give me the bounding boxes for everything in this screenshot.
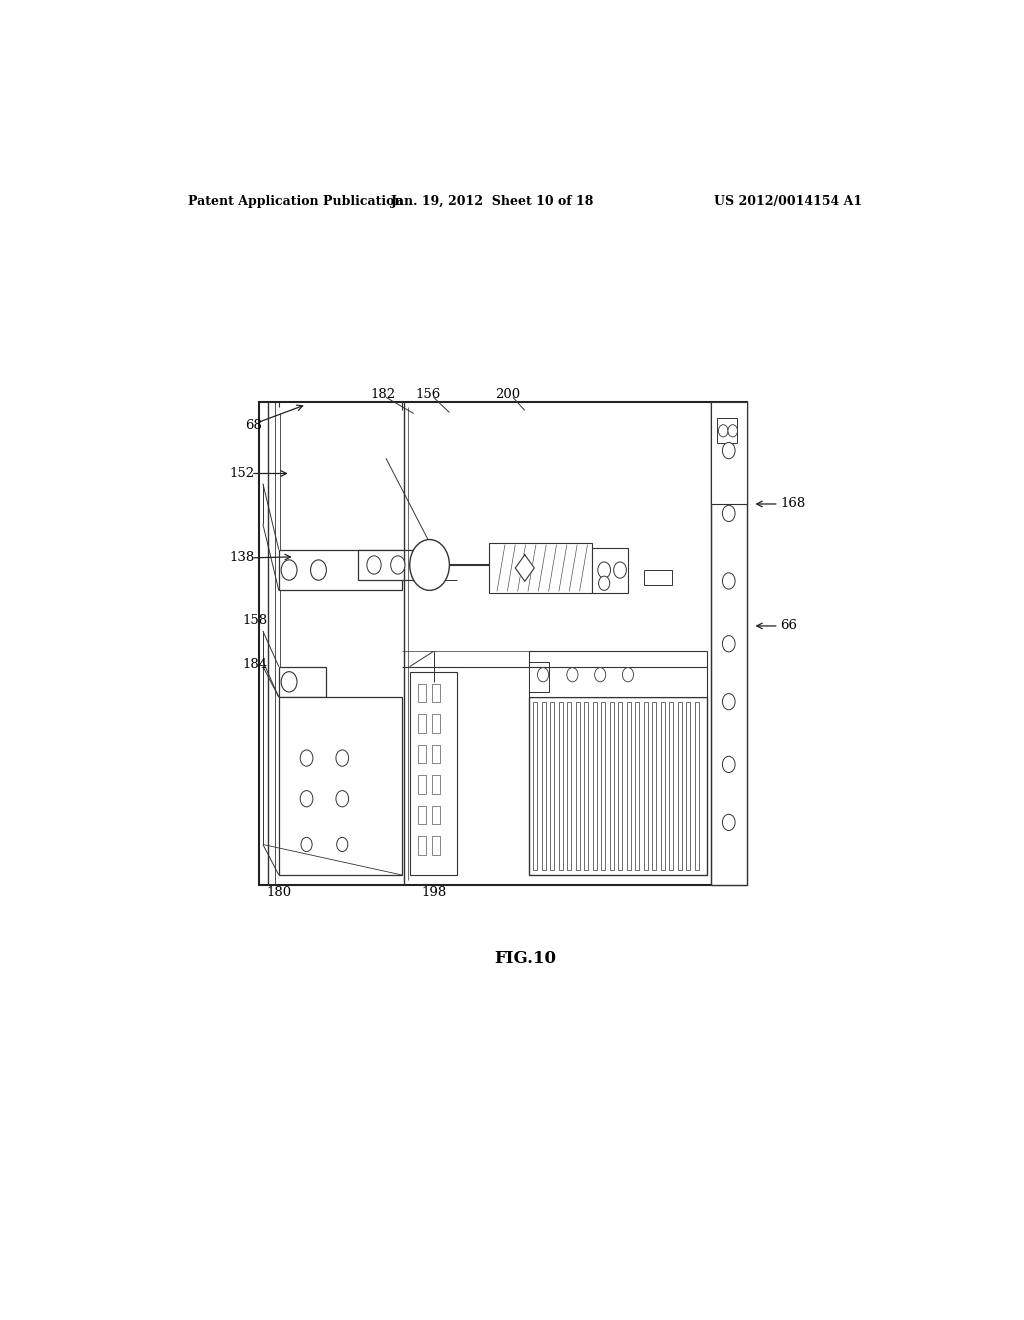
Bar (418, 775, 426, 793)
Circle shape (300, 750, 313, 766)
Bar (259, 403, 748, 886)
Circle shape (337, 837, 348, 851)
Text: 198: 198 (422, 886, 446, 899)
Bar (652, 702, 656, 870)
Circle shape (301, 837, 312, 851)
Bar (528, 651, 708, 697)
Text: 182: 182 (370, 388, 395, 401)
Bar (279, 549, 401, 590)
Circle shape (722, 756, 735, 772)
Circle shape (300, 791, 313, 807)
Bar (592, 548, 628, 594)
Circle shape (613, 562, 627, 578)
Bar (418, 805, 426, 824)
Bar (584, 702, 588, 870)
Circle shape (722, 573, 735, 589)
Circle shape (722, 506, 735, 521)
Bar (686, 702, 690, 870)
Circle shape (282, 672, 297, 692)
Bar (358, 549, 430, 581)
Bar (627, 702, 631, 870)
Bar (528, 661, 549, 692)
Text: 152: 152 (229, 467, 255, 480)
Bar (593, 702, 597, 870)
Bar (432, 684, 440, 702)
Circle shape (595, 668, 606, 682)
Circle shape (538, 668, 549, 682)
Bar (601, 702, 605, 870)
Bar (644, 570, 672, 585)
Circle shape (722, 693, 735, 710)
Bar (432, 744, 440, 763)
Bar (660, 702, 665, 870)
Circle shape (623, 668, 634, 682)
Circle shape (391, 556, 404, 574)
Bar (432, 775, 440, 793)
Bar (635, 702, 639, 870)
Text: Jan. 19, 2012  Sheet 10 of 18: Jan. 19, 2012 Sheet 10 of 18 (391, 194, 595, 207)
Text: FIG.10: FIG.10 (494, 950, 556, 966)
Bar (418, 714, 426, 733)
Circle shape (310, 560, 327, 581)
Bar (678, 702, 682, 870)
Text: Patent Application Publication: Patent Application Publication (187, 194, 403, 207)
Bar (694, 702, 698, 870)
Bar (609, 702, 613, 870)
Text: 180: 180 (267, 886, 292, 899)
Bar (712, 403, 748, 504)
Circle shape (598, 562, 610, 578)
Bar (279, 667, 327, 697)
Bar (489, 543, 592, 594)
Bar (418, 744, 426, 763)
Text: 68: 68 (246, 420, 262, 432)
Bar (432, 805, 440, 824)
Bar (511, 553, 525, 577)
Text: 138: 138 (229, 552, 255, 565)
Circle shape (719, 425, 728, 437)
Circle shape (722, 636, 735, 652)
Bar (542, 702, 546, 870)
Circle shape (599, 576, 609, 590)
Circle shape (336, 791, 348, 807)
Bar (712, 403, 748, 886)
Bar (669, 702, 674, 870)
Circle shape (367, 556, 381, 574)
Bar (575, 702, 580, 870)
Text: 156: 156 (416, 388, 440, 401)
Text: 158: 158 (243, 614, 267, 627)
Circle shape (722, 442, 735, 459)
Text: 66: 66 (780, 619, 798, 632)
Bar (528, 697, 708, 875)
Text: US 2012/0014154 A1: US 2012/0014154 A1 (714, 194, 862, 207)
Bar (432, 714, 440, 733)
Circle shape (336, 750, 348, 766)
Text: 200: 200 (496, 388, 520, 401)
Circle shape (410, 540, 450, 590)
Bar (418, 684, 426, 702)
Bar (567, 702, 571, 870)
Bar (618, 702, 623, 870)
Circle shape (728, 425, 737, 437)
Bar (432, 837, 440, 854)
Circle shape (282, 560, 297, 581)
Bar (418, 837, 426, 854)
Bar (558, 702, 563, 870)
Bar (717, 417, 736, 444)
Text: 184: 184 (243, 659, 267, 671)
Bar (410, 672, 458, 875)
Bar (534, 702, 538, 870)
Text: 186: 186 (416, 544, 441, 556)
Polygon shape (515, 554, 535, 581)
Text: 168: 168 (780, 498, 806, 511)
Bar (279, 697, 401, 875)
Circle shape (722, 814, 735, 830)
Bar (643, 702, 648, 870)
Bar (550, 702, 554, 870)
Circle shape (567, 668, 578, 682)
